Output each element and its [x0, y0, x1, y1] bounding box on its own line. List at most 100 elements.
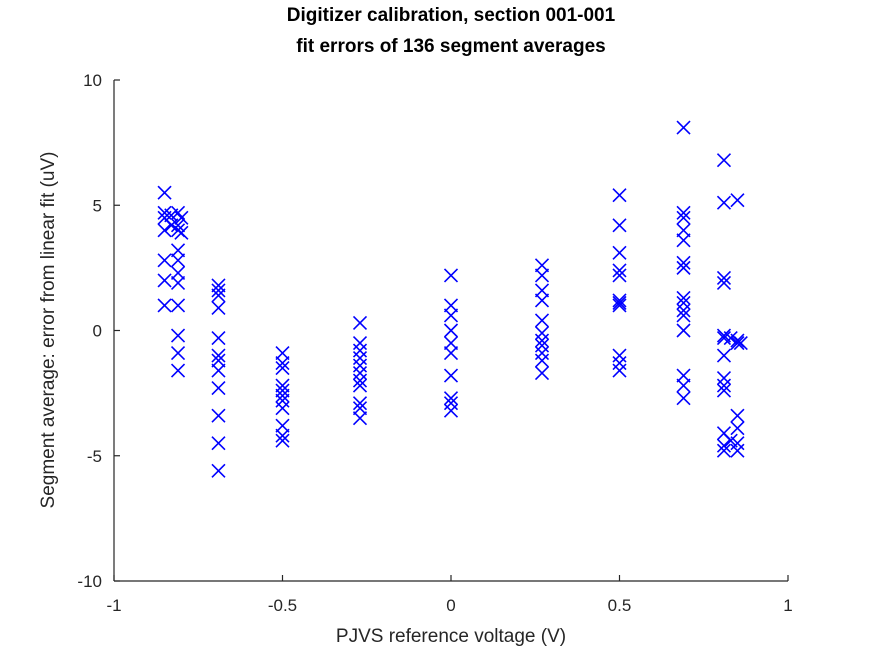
chart-title: Digitizer calibration, section 001-001 — [287, 5, 616, 26]
data-point — [275, 433, 290, 448]
data-point — [211, 300, 226, 316]
data-point — [730, 335, 745, 351]
data-point — [275, 393, 290, 408]
data-point — [612, 348, 627, 363]
data-point — [676, 255, 691, 270]
data-point — [170, 243, 186, 258]
x-tick-label: 0 — [446, 596, 455, 615]
data-point — [443, 391, 459, 406]
y-tick-label: 10 — [83, 71, 102, 90]
data-point — [275, 401, 290, 416]
data-point — [211, 381, 226, 396]
data-point — [275, 383, 290, 398]
data-point — [676, 290, 691, 306]
data-point — [716, 443, 732, 458]
data-point — [157, 185, 172, 200]
data-point — [716, 378, 732, 393]
data-point — [352, 335, 368, 351]
data-point — [352, 358, 368, 373]
data-point — [730, 443, 745, 458]
y-tick-label: -5 — [87, 447, 102, 466]
data-point — [676, 295, 691, 311]
chart-subtitle: fit errors of 136 segment averages — [296, 36, 605, 57]
data-point — [443, 396, 459, 411]
data-point — [534, 258, 550, 273]
data-point — [730, 421, 745, 436]
data-point — [170, 328, 186, 343]
data-point — [612, 245, 627, 260]
data-point — [612, 218, 627, 233]
data-point — [211, 330, 226, 346]
y-tick-label: -10 — [77, 572, 102, 591]
data-point — [676, 210, 691, 225]
data-point — [730, 193, 745, 208]
data-point — [352, 350, 368, 366]
data-point — [676, 233, 691, 248]
data-point — [174, 225, 189, 240]
data-point — [211, 278, 226, 293]
data-point — [716, 195, 732, 210]
x-ticks: -1 -0.5 0 0.5 1 — [106, 575, 793, 615]
data-point — [534, 338, 550, 353]
data-point — [716, 270, 732, 285]
data-point — [716, 371, 732, 386]
data-point — [170, 298, 186, 313]
data-point — [352, 396, 368, 411]
y-ticks: 10 5 0 -5 -10 — [77, 71, 120, 591]
data-point — [211, 283, 226, 298]
data-point — [534, 366, 550, 381]
x-axis-label: PJVS reference voltage (V) — [336, 626, 566, 647]
data-point — [716, 275, 732, 290]
data-point — [352, 411, 368, 426]
data-point — [352, 378, 368, 393]
data-point — [612, 268, 627, 283]
data-point — [730, 436, 745, 451]
data-point — [716, 383, 732, 398]
data-point — [612, 295, 627, 311]
data-point — [612, 188, 627, 203]
data-point — [443, 268, 459, 283]
data-point — [676, 260, 691, 275]
data-point — [170, 265, 186, 280]
data-point — [211, 436, 226, 451]
data-point — [443, 335, 459, 351]
data-point — [716, 348, 732, 363]
data-point — [170, 345, 186, 361]
data-point — [534, 325, 550, 341]
data-point — [170, 218, 186, 233]
data-point — [443, 298, 459, 313]
data-point — [534, 333, 550, 348]
y-tick-label: 5 — [93, 196, 102, 215]
data-points — [157, 120, 748, 478]
data-point — [275, 378, 290, 393]
data-point — [534, 353, 550, 368]
y-axis-label: Segment average: error from linear fit (… — [38, 152, 59, 509]
data-point — [730, 408, 745, 423]
data-point — [211, 363, 226, 378]
data-point — [733, 335, 748, 351]
data-point — [275, 355, 290, 371]
data-point — [211, 288, 226, 303]
data-point — [676, 391, 691, 406]
data-point — [534, 345, 550, 361]
data-point — [211, 353, 226, 368]
data-point — [352, 315, 368, 331]
data-point — [443, 403, 459, 418]
data-point — [612, 355, 627, 371]
data-point — [352, 401, 368, 416]
data-point — [716, 153, 732, 168]
data-point — [612, 263, 627, 278]
data-point — [170, 253, 186, 268]
data-point — [676, 368, 691, 383]
data-point — [275, 361, 290, 376]
data-point — [716, 438, 732, 453]
data-point — [211, 463, 226, 478]
data-point — [157, 273, 172, 288]
x-tick-label: 0.5 — [608, 596, 632, 615]
data-point — [174, 210, 189, 225]
data-point — [716, 330, 732, 346]
data-point — [612, 298, 627, 313]
data-point — [443, 368, 459, 383]
data-point — [534, 283, 550, 298]
